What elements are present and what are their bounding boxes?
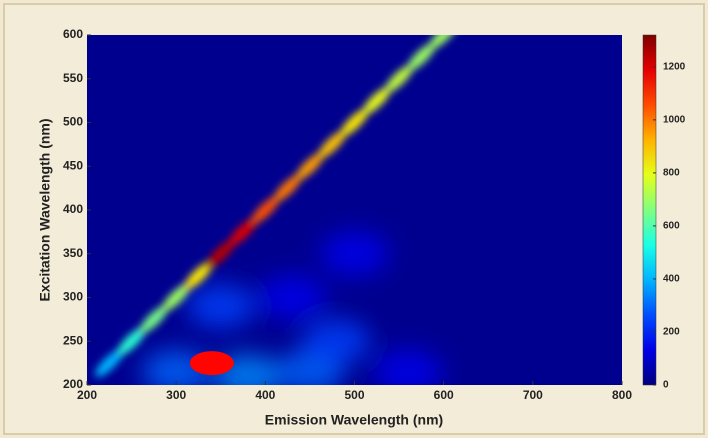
ridge-point <box>362 86 391 115</box>
ridge-point <box>295 152 325 181</box>
x-tick-label: 800 <box>612 388 632 402</box>
colorbar <box>642 34 657 386</box>
ridge-point <box>139 305 169 334</box>
peak <box>374 349 442 385</box>
x-tick-label: 400 <box>255 388 275 402</box>
ridge-point <box>429 35 458 49</box>
colorbar-tick-label: 1200 <box>663 61 686 72</box>
colorbar-tick-label: 1000 <box>663 114 686 125</box>
x-axis-label: Emission Wavelength (nm) <box>265 412 443 428</box>
y-tick-label: 600 <box>63 27 83 41</box>
x-tick-label: 700 <box>523 388 543 402</box>
ridge-point <box>251 196 280 224</box>
y-tick-label: 350 <box>63 246 83 260</box>
y-tick-label: 200 <box>63 377 83 391</box>
y-tick-label: 400 <box>63 202 83 216</box>
y-tick-label: 550 <box>63 71 83 85</box>
ridge-point <box>206 239 235 268</box>
y-tick-label: 500 <box>63 115 83 129</box>
peak-layer <box>142 231 442 385</box>
x-tick-label: 200 <box>77 388 97 402</box>
x-tick-label: 500 <box>344 388 364 402</box>
colorbar-tick-label: 600 <box>663 221 680 232</box>
ridge-point <box>340 108 369 137</box>
peak <box>186 284 255 329</box>
ridge-point <box>318 130 347 159</box>
heatmap <box>95 35 458 385</box>
ridge-point <box>161 283 191 312</box>
ridge-point <box>95 349 124 378</box>
ridge-point <box>273 174 302 203</box>
peak <box>258 275 327 320</box>
ridge-point <box>407 42 436 71</box>
ridge-point <box>184 261 213 290</box>
y-tick-label: 450 <box>63 158 83 172</box>
x-tick-label: 600 <box>434 388 454 402</box>
ridge-point <box>384 64 414 93</box>
peak <box>320 231 389 276</box>
y-axis-label: Excitation Wavelength (nm) <box>37 118 53 301</box>
x-tick-label: 300 <box>166 388 186 402</box>
y-tick-label: 300 <box>63 290 83 304</box>
colorbar-tick-label: 200 <box>663 327 680 338</box>
y-tick-label: 250 <box>63 333 83 347</box>
colorbar-tick-label: 0 <box>663 380 669 391</box>
ridge-point <box>228 217 258 246</box>
peak <box>302 319 371 364</box>
ridge-point <box>117 327 146 356</box>
colorbar-tick-label: 800 <box>663 168 680 179</box>
colorbar-tick-label: 400 <box>663 274 680 285</box>
ridge-layer <box>95 35 458 378</box>
peak <box>189 351 234 376</box>
